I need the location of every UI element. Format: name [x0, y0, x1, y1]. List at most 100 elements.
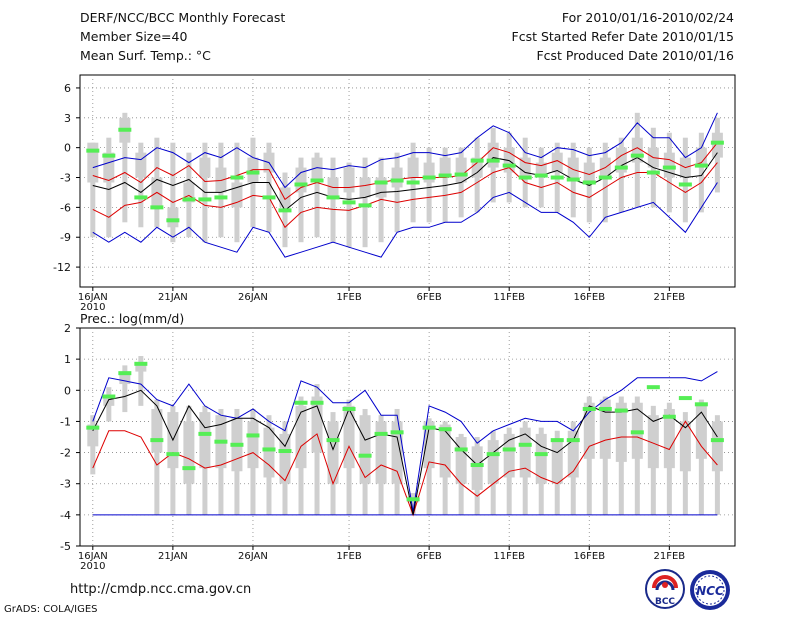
- chart1-box: [87, 142, 99, 183]
- chart1-range-bar: [682, 137, 688, 223]
- chart2-median-mark: [406, 497, 420, 502]
- footer-url[interactable]: http://cmdp.ncc.cma.gov.cn: [70, 582, 252, 597]
- chart1-median-mark: [582, 180, 596, 185]
- chart1-median-mark: [166, 218, 180, 223]
- chart1-median-mark: [422, 175, 436, 180]
- ncc-logo: NCC: [690, 570, 730, 610]
- chart1-median-mark: [342, 200, 356, 205]
- chart1-range-bar: [426, 147, 432, 223]
- chart2-median-mark: [662, 414, 676, 419]
- chart1-box: [551, 152, 563, 173]
- chart2-box: [183, 421, 195, 484]
- chart1-box: [407, 157, 419, 178]
- chart2-median-mark: [630, 430, 644, 435]
- chart1-median-mark: [566, 177, 580, 182]
- header-period: For 2010/01/16-2010/02/24: [561, 10, 734, 25]
- chart2-box: [503, 433, 515, 478]
- chart2-median-mark: [198, 431, 212, 436]
- chart1-box: [295, 167, 307, 193]
- chart2-box: [103, 396, 115, 406]
- chart1-range-bar: [314, 152, 320, 238]
- chart2-box: [471, 446, 483, 490]
- chart1-box: [535, 162, 547, 178]
- chart2-median-mark: [422, 425, 436, 430]
- chart1-box: [663, 152, 675, 178]
- chart2-range-bar: [410, 493, 416, 515]
- chart1-box: [103, 152, 115, 183]
- chart2-box: [87, 424, 99, 447]
- chart2-median-mark: [166, 452, 180, 457]
- chart1-median-mark: [310, 178, 324, 183]
- chart1-box: [439, 157, 451, 178]
- chart1-box: [471, 157, 483, 178]
- chart1-range-bar: [106, 137, 112, 238]
- chart2-median-mark: [102, 394, 116, 399]
- chart2-median-mark: [534, 452, 548, 457]
- chart2-box: [535, 433, 547, 484]
- chart2-median-mark: [646, 385, 660, 390]
- chart2-xtick-label: 11FEB: [493, 551, 525, 562]
- chart2-median-mark: [518, 442, 532, 447]
- chart2-median-mark: [310, 400, 324, 405]
- chart2-range-bar: [122, 365, 128, 413]
- chart2-box: [663, 408, 675, 469]
- chart1-box: [615, 147, 627, 173]
- chart2-box: [647, 415, 659, 469]
- header-start-date: Fcst Started Refer Date 2010/01/15: [511, 29, 735, 44]
- chart1-line-mean-minus-sd: [92, 162, 718, 229]
- chart1-xtick-label: 21FEB: [654, 292, 686, 303]
- chart1-box: [567, 157, 579, 178]
- precip-panel-title: Prec.: log(mm/d): [80, 311, 184, 326]
- chart2-box: [519, 427, 531, 478]
- chart2-box: [567, 430, 579, 478]
- chart2-box: [695, 405, 707, 459]
- chart2-xtick-label: 6FEB: [416, 551, 441, 562]
- chart1-median-mark: [326, 195, 340, 200]
- chart1-line-mean-plus-sd: [92, 142, 718, 201]
- chart1-xtick-label: 16FEB: [573, 292, 605, 303]
- chart2-box: [487, 440, 499, 484]
- chart2-median-mark: [470, 463, 484, 468]
- chart2-box: [247, 421, 259, 469]
- chart1-box: [487, 142, 499, 168]
- chart1-xtick-label: 26JAN: [238, 292, 268, 303]
- chart2-median-mark: [278, 449, 292, 454]
- chart1-median-mark: [374, 180, 388, 185]
- chart1-median-mark: [438, 173, 452, 178]
- header-produced-date: Fcst Produced Date 2010/01/16: [536, 48, 734, 63]
- chart2-box: [375, 421, 387, 484]
- chart1-median-mark: [262, 195, 276, 200]
- chart1-range-bar: [122, 112, 128, 223]
- chart1-median-mark: [406, 180, 420, 185]
- bcc-logo: BCC: [645, 569, 685, 609]
- chart1-box: [391, 167, 403, 188]
- chart2-median-mark: [118, 371, 132, 376]
- chart2-median-mark: [230, 442, 244, 447]
- chart1-range-bar: [266, 142, 272, 233]
- chart2-box: [583, 402, 595, 459]
- chart2-xtick-label: 21FEB: [654, 551, 686, 562]
- chart2-box: [199, 412, 211, 469]
- chart2-box: [279, 433, 291, 484]
- chart2-median-mark: [262, 447, 276, 452]
- chart1-box: [455, 157, 467, 183]
- chart2-median-mark: [486, 452, 500, 457]
- chart2-range-bar: [154, 399, 160, 515]
- chart1-box: [711, 132, 723, 158]
- chart2-median-mark: [246, 433, 260, 438]
- chart1-ytick-label: -6: [60, 201, 71, 214]
- chart1-range-bar: [618, 137, 624, 213]
- chart2-ytick-label: -1: [60, 415, 71, 428]
- chart1-median-mark: [646, 170, 660, 175]
- chart2-median-mark: [614, 408, 628, 413]
- chart1-median-mark: [150, 205, 164, 210]
- chart1-ytick-label: 3: [64, 112, 71, 125]
- chart1-ytick-label: 0: [64, 142, 71, 155]
- chart2-box: [423, 421, 435, 469]
- chart2-median-mark: [342, 406, 356, 411]
- chart1-box: [695, 147, 707, 168]
- chart1-median-mark: [214, 195, 228, 200]
- chart1-box: [167, 207, 179, 228]
- chart1-median-mark: [230, 175, 244, 180]
- chart1-range-bar: [362, 157, 368, 248]
